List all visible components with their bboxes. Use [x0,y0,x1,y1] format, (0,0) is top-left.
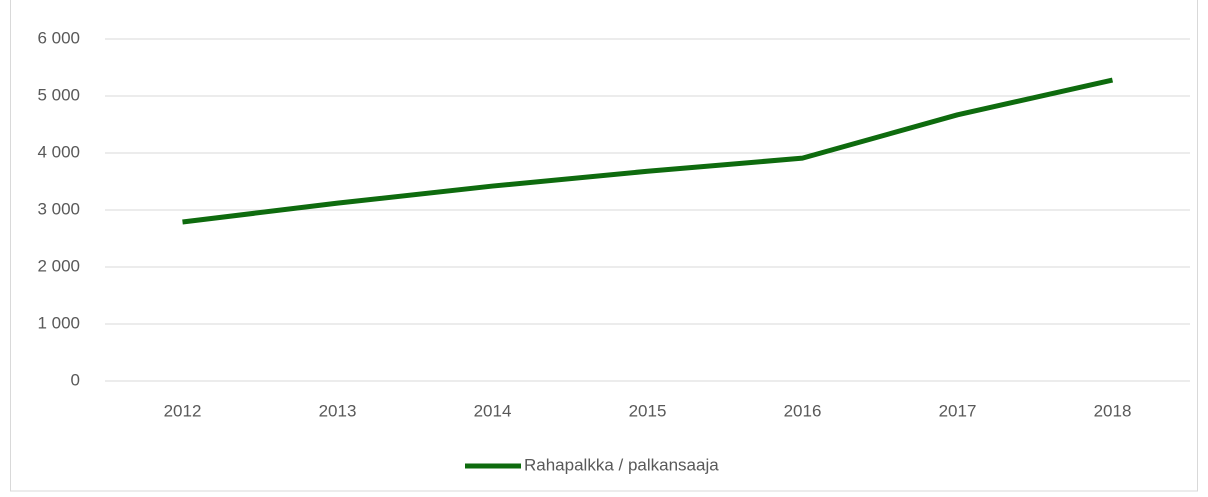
x-tick-label: 2015 [629,401,667,420]
y-tick-label: 4 000 [37,142,80,161]
x-tick-label: 2018 [1094,401,1132,420]
chart-frame [10,0,1198,492]
x-tick-label: 2017 [939,401,977,420]
y-tick-label: 1 000 [37,313,80,332]
x-tick-label: 2016 [784,401,822,420]
y-tick-label: 3 000 [37,199,80,218]
y-tick-label: 5 000 [37,85,80,104]
y-tick-label: 0 [71,370,80,389]
x-tick-label: 2012 [164,401,202,420]
y-tick-label: 6 000 [37,28,80,47]
x-tick-label: 2013 [319,401,357,420]
x-tick-label: 2014 [474,401,512,420]
legend-label: Rahapalkka / palkansaaja [524,455,719,474]
data-line [182,77,1114,225]
y-tick-label: 2 000 [37,256,80,275]
